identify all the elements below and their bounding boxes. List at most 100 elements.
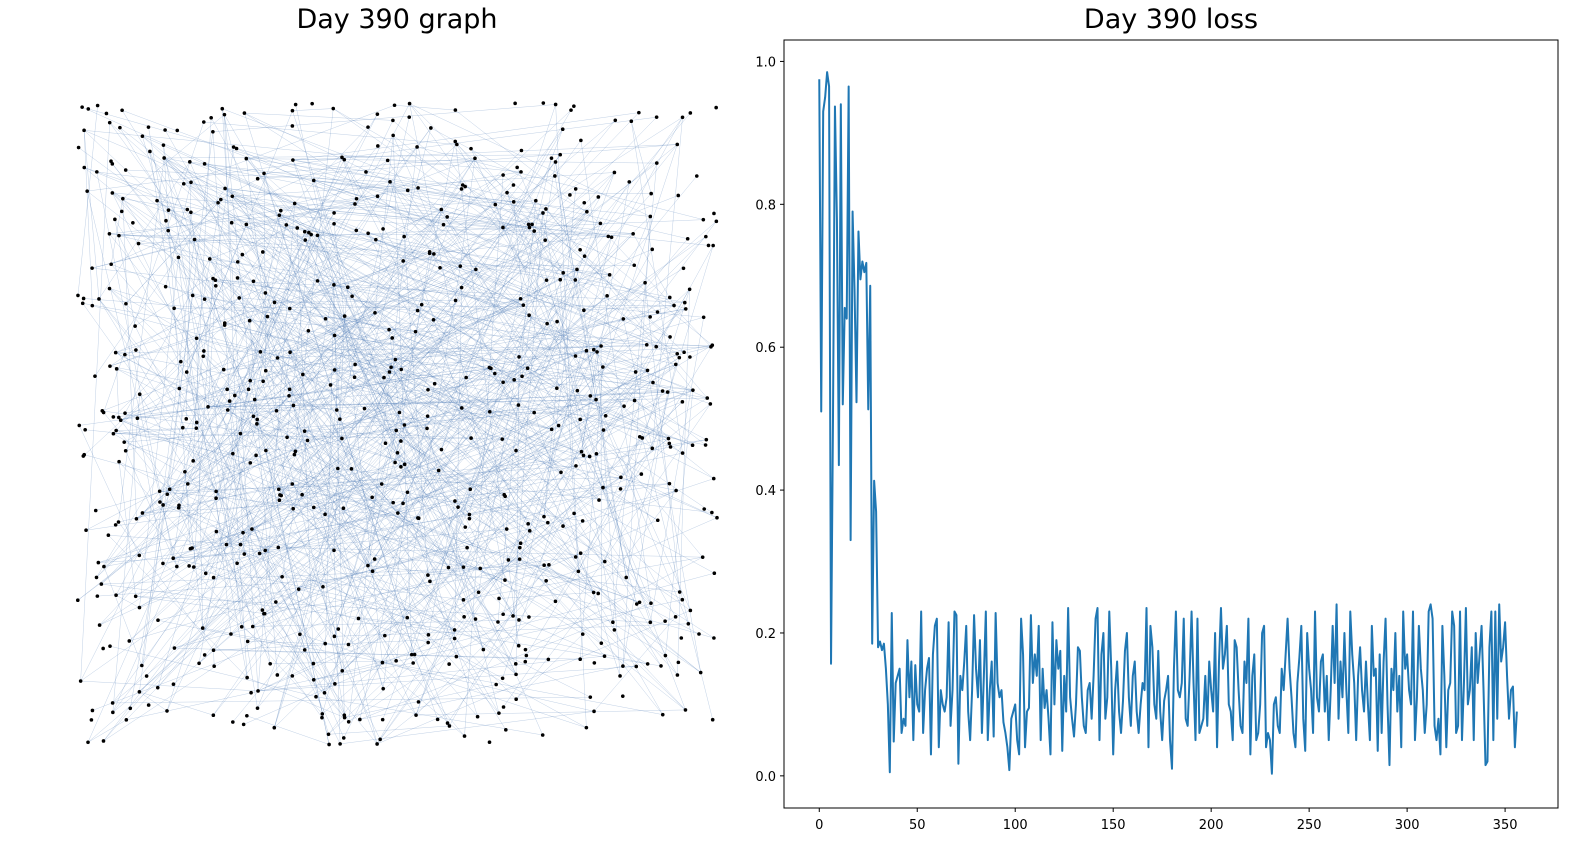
graph-edge [244,112,648,371]
graph-node [436,468,441,473]
graph-node [459,285,464,290]
graph-edge [622,216,651,667]
graph-edge [249,380,330,745]
graph-edge [115,352,264,382]
graph-edge [313,200,537,664]
graph-edge [222,108,259,691]
graph-node [645,368,650,373]
graph-edge [384,364,676,636]
graph-node [438,265,442,270]
graph-node [407,101,412,106]
graph-edge [227,274,610,411]
graph-edge [208,399,597,408]
graph-edge [262,251,495,374]
graph-edge [255,455,305,650]
graph-node [602,559,607,564]
graph-node [555,319,559,324]
graph-node [298,632,302,637]
graph-node [668,335,672,339]
graph-node [591,590,596,595]
graph-edge [190,212,242,627]
graph-edge [139,394,314,680]
graph-node [399,367,404,372]
graph-edge [194,239,517,675]
graph-edge [324,492,408,693]
graph-edge [263,173,415,655]
graph-edge [470,344,713,490]
graph-node [545,321,549,326]
graph-edge [176,316,268,567]
graph-edge [99,321,558,626]
graph-edge [124,258,210,414]
graph-edge [387,160,559,426]
graph-edge [276,209,442,411]
graph-edge [103,412,378,745]
graph-edge [178,257,197,429]
graph-edge [212,278,647,346]
graph-edge [403,224,444,262]
graph-edge [142,464,405,514]
graph-edge [642,397,708,439]
graph-edge [84,167,548,324]
graph-node [321,584,325,589]
graph-node [128,706,133,711]
graph-edge [164,157,530,228]
graph-edge [294,203,662,667]
graph-edge [253,281,693,446]
graph-edge [96,171,174,559]
graph-edge [179,388,336,684]
graph-edge [581,351,598,452]
graph-edge [282,353,678,577]
graph-edge [514,379,713,513]
graph-edge [124,441,506,581]
graph-edge [344,159,663,715]
graph-edge [118,235,676,365]
graph-node [113,350,118,355]
graph-edge [441,104,556,450]
graph-edge [372,211,588,572]
graph-edge [257,144,678,179]
graph-edge [186,224,247,373]
graph-node [402,423,407,427]
graph-node [558,277,563,282]
graph-edge [348,477,622,645]
graph-node [487,740,492,745]
graph-edge [215,279,685,303]
graph-edge [502,227,610,276]
graph-node [213,284,218,288]
graph-node [518,296,523,301]
graph-edge [308,145,379,233]
graph-edge [202,443,386,629]
graph-edge [414,654,438,720]
graph-node [338,742,342,746]
graph-edge [215,498,232,635]
graph-edge [507,192,652,194]
graph-edge [527,367,669,439]
graph-edge [198,210,282,664]
graph-node [247,318,252,323]
graph-edge [527,368,622,478]
graph-edge [580,140,652,604]
graph-edge [246,715,330,745]
graph-node [645,662,650,666]
graph-node [250,624,255,629]
graph-node [391,500,395,505]
graph-node [376,144,380,148]
graph-edge [358,172,615,619]
graph-edge [224,188,515,381]
graph-node [75,598,80,603]
graph-edge [334,430,397,637]
graph-edge [348,616,465,722]
graph-node [200,626,205,630]
graph-edge [374,230,535,560]
graph-node [77,423,82,428]
graph-edge [98,161,191,300]
graph-node [97,297,101,301]
graph-node [190,293,195,298]
graph-edge [382,379,515,720]
graph-node [677,590,682,594]
graph-node [698,670,703,675]
graph-node [592,709,596,714]
graph-edge [470,148,578,391]
x-tick-label: 250 [1297,818,1322,833]
